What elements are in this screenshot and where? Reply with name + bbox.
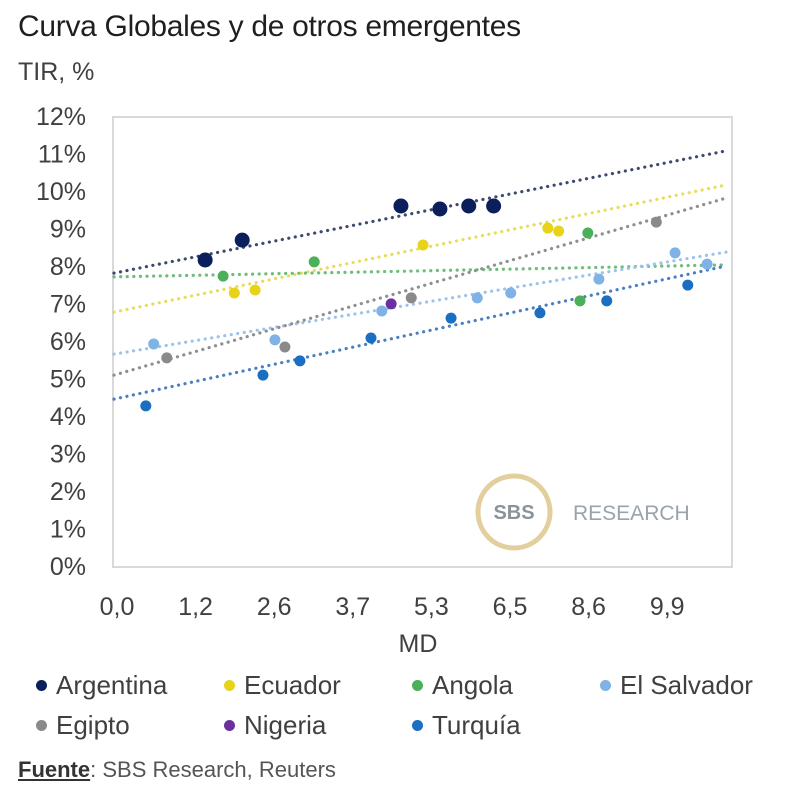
point-turquia	[294, 355, 306, 367]
x-tick-label: 3,7	[335, 593, 370, 621]
y-tick-label: 10%	[36, 178, 86, 206]
x-tick-label: 2,6	[257, 593, 292, 621]
point-angola	[574, 295, 586, 307]
point-egipto	[279, 341, 291, 353]
point-turquia	[445, 312, 457, 324]
point-ecuador	[417, 239, 429, 251]
point-argentina	[461, 198, 477, 214]
y-tick-label: 9%	[50, 216, 86, 244]
trendline-ecuador	[112, 183, 728, 314]
legend-marker-el-salvador	[600, 680, 611, 691]
trendline-argentina	[112, 149, 728, 275]
chart-title: Curva Globales y de otros emergentes	[18, 10, 521, 43]
point-ecuador	[249, 284, 261, 296]
y-tick-label: 8%	[50, 253, 86, 281]
point-turquia	[534, 307, 546, 319]
legend-label-el-salvador: El Salvador	[620, 670, 753, 700]
point-argentina	[432, 201, 448, 217]
point-nigeria	[385, 298, 397, 310]
legend-marker-turquia	[412, 720, 423, 731]
legend-label-ecuador: Ecuador	[244, 670, 341, 700]
sbs-logo-ring	[475, 473, 553, 551]
y-tick-label: 2%	[50, 478, 86, 506]
point-ecuador	[542, 222, 554, 234]
sbs-logo-text: SBS	[493, 502, 534, 524]
x-axis-ticks: 0,0 1,2 2,6 3,7 5,3 6,5 8,6 9,9	[100, 593, 685, 621]
point-argentina	[197, 252, 213, 268]
y-tick-label: 11%	[38, 141, 86, 169]
point-egipto	[161, 352, 173, 364]
point-angola	[217, 270, 229, 282]
point-ecuador	[228, 287, 240, 299]
legend-marker-ecuador	[224, 680, 235, 691]
point-el-salvador	[669, 247, 681, 259]
point-el-salvador	[269, 334, 281, 346]
x-axis-label: MD	[399, 630, 438, 658]
point-el-salvador	[593, 273, 605, 285]
point-turquia	[140, 400, 152, 412]
legend-marker-angola	[412, 680, 423, 691]
y-tick-label: 5%	[50, 366, 86, 394]
x-tick-label: 6,5	[493, 593, 528, 621]
point-el-salvador	[701, 258, 713, 270]
point-argentina	[393, 198, 409, 214]
point-ecuador	[553, 225, 565, 237]
point-el-salvador	[505, 287, 517, 299]
legend-label-argentina: Argentina	[56, 670, 168, 700]
legend-item-ecuador: Ecuador	[224, 670, 341, 701]
y-tick-label: 4%	[50, 403, 86, 431]
x-tick-label: 0,0	[100, 593, 135, 621]
y-tick-label: 0%	[50, 553, 86, 581]
scatter-chart: 0% 1% 2% 3% 4% 5% 6% 7% 8% 9% 10% 11% 12% 0,0 1,2 2,6 3…	[36, 103, 733, 658]
source-text: : SBS Research, Reuters	[90, 757, 336, 782]
x-tick-label: 8,6	[571, 593, 606, 621]
point-argentina	[234, 232, 250, 248]
legend-marker-nigeria	[224, 720, 235, 731]
y-tick-label: 1%	[50, 516, 86, 544]
source-key: Fuente	[18, 757, 91, 782]
legend-item-argentina: Argentina	[36, 670, 167, 701]
legend-marker-argentina	[36, 680, 47, 691]
point-turquia	[601, 295, 613, 307]
point-argentina	[486, 198, 502, 214]
legend-item-nigeria: Nigeria	[224, 710, 326, 741]
sbs-research-watermark: SBS RESEARCH	[475, 473, 690, 551]
data-points	[140, 198, 713, 412]
point-egipto	[405, 292, 417, 304]
legend-label-angola: Angola	[432, 670, 513, 700]
point-egipto	[650, 216, 662, 228]
point-angola	[582, 227, 594, 239]
legend-label-turquia: Turquía	[432, 710, 521, 740]
y-tick-label: 12%	[36, 103, 86, 131]
trendline-egipto	[112, 196, 728, 377]
x-tick-label: 5,3	[414, 593, 449, 621]
y-axis-unit-label: TIR, %	[18, 58, 95, 86]
trendline-el-salvador	[112, 250, 728, 356]
y-tick-label: 6%	[50, 328, 86, 356]
y-axis-ticks: 0% 1% 2% 3% 4% 5% 6% 7% 8% 9% 10% 11% 12%	[36, 103, 86, 581]
legend-marker-egipto	[36, 720, 47, 731]
source-note: Fuente: SBS Research, Reuters	[18, 757, 336, 783]
point-angola	[308, 256, 320, 268]
legend-item-angola: Angola	[412, 670, 513, 701]
x-tick-label: 9,9	[650, 593, 685, 621]
point-turquia	[365, 332, 377, 344]
legend-item-el-salvador: El Salvador	[600, 670, 753, 701]
point-el-salvador	[471, 292, 483, 304]
legend-item-turquia: Turquía	[412, 710, 521, 741]
x-tick-label: 1,2	[178, 593, 213, 621]
trendline-turquia	[112, 264, 728, 401]
point-el-salvador	[376, 305, 388, 317]
legend-item-egipto: Egipto	[36, 710, 130, 741]
trendlines	[112, 149, 728, 401]
legend-label-nigeria: Nigeria	[244, 710, 327, 740]
point-turquia	[257, 369, 269, 381]
y-tick-label: 3%	[50, 441, 86, 469]
plot-area-frame	[112, 116, 733, 568]
point-el-salvador	[148, 338, 160, 350]
watermark-research-text: RESEARCH	[573, 502, 690, 525]
legend-label-egipto: Egipto	[56, 710, 130, 740]
point-turquia	[682, 279, 694, 291]
y-tick-label: 7%	[50, 291, 86, 319]
